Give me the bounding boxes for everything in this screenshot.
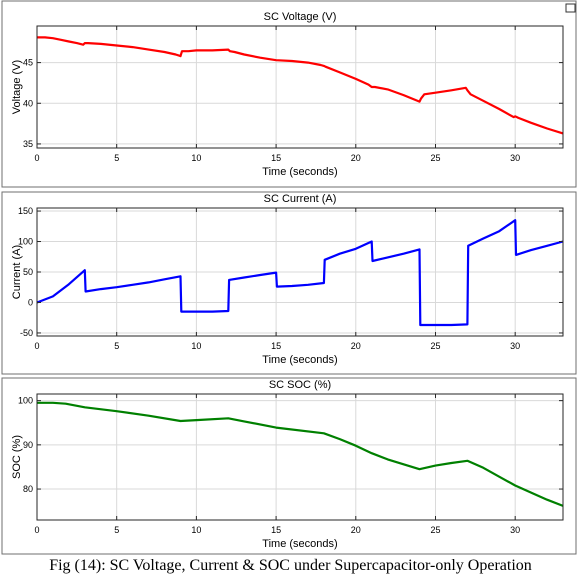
x-tick-label: 5 [114,525,119,535]
x-tick-label: 30 [510,341,520,351]
chart-title: SC Voltage (V) [264,11,337,23]
x-tick-label: 10 [191,153,201,163]
y-tick-label: 90 [23,440,33,450]
chart-title: SC Current (A) [264,193,337,205]
x-tick-label: 25 [430,525,440,535]
x-tick-label: 30 [510,153,520,163]
x-tick-label: 30 [510,525,520,535]
x-tick-label: 10 [191,525,201,535]
x-tick-label: 20 [351,341,361,351]
y-tick-label: 100 [18,396,33,406]
y-tick-label: 45 [23,58,33,68]
x-tick-label: 5 [114,153,119,163]
series-line-1 [37,401,564,507]
y-tick-label: 150 [18,206,33,216]
y-axis-label: Current (A) [11,245,23,299]
y-tick-label: -50 [20,328,33,338]
x-tick-label: 0 [34,525,39,535]
y-tick-label: 100 [18,237,33,247]
x-axis-label: Time (seconds) [262,538,337,550]
x-tick-label: 25 [430,153,440,163]
y-tick-label: 0 [28,297,33,307]
y-tick-label: 35 [23,139,33,149]
x-tick-label: 20 [351,153,361,163]
y-tick-label: 40 [23,98,33,108]
x-axis-label: Time (seconds) [262,354,337,366]
window-restore-icon [565,3,576,13]
y-tick-label: 50 [23,267,33,277]
chart-title: SC SOC (%) [269,379,331,391]
x-tick-label: 15 [271,525,281,535]
chart-panel-1: 0 5 10 15 20 25 30 35 40 45 SC Voltage (V) Time (se… [1,0,577,188]
x-tick-label: 10 [191,341,201,351]
x-tick-label: 20 [351,525,361,535]
x-tick-label: 0 [34,153,39,163]
x-axis-label: Time (seconds) [262,166,337,178]
y-tick-label: 80 [23,484,33,494]
x-tick-label: 0 [34,341,39,351]
axes-box [36,393,564,521]
axes-box [36,25,564,149]
y-axis-label: SOC (%) [11,435,23,479]
series-line-1 [37,36,564,135]
x-tick-label: 5 [114,341,119,351]
plot-area [37,26,563,148]
x-tick-label: 25 [430,341,440,351]
plot-area [37,394,563,520]
y-axis-label: Voltage (V) [11,60,23,114]
figure-caption: Fig (14): SC Voltage, Current & SOC unde… [49,557,532,574]
x-tick-label: 15 [271,341,281,351]
series-line-1 [36,219,564,327]
chart-panel-3: 0 5 10 15 20 25 30 80 90 100 SC SOC (%) Time (secon… [1,377,577,555]
x-tick-label: 15 [271,153,281,163]
